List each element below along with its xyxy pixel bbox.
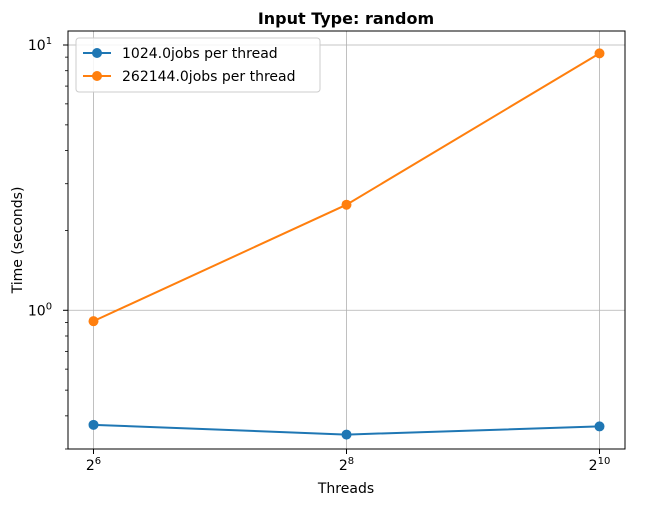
y-axis-label: Time (seconds) [10,187,26,295]
legend-box [75,37,321,93]
data-point [88,419,99,430]
data-point [594,48,605,59]
legend-marker [92,71,102,81]
x-tick-label: 210 [589,456,611,474]
data-point [341,429,352,440]
axis-ticks: 26 28 210 100 101 [28,36,610,474]
x-tick-label: 26 [86,456,101,474]
data-point [341,199,352,210]
y-tick-label: 101 [28,36,52,54]
data-series [88,48,605,440]
legend-label: 1024.0jobs per thread [122,46,278,62]
legend: 1024.0jobs per thread 262144.0jobs per th… [75,37,321,93]
x-axis-label: Threads [317,481,374,497]
x-tick-label: 28 [339,456,354,474]
grid-lines [68,31,625,449]
chart-title: Input Type: random [258,9,434,28]
legend-marker [92,48,102,58]
legend-label: 262144.0jobs per thread [122,69,295,85]
y-tick-label: 100 [28,301,52,319]
data-point [594,421,605,432]
data-point [88,316,99,327]
